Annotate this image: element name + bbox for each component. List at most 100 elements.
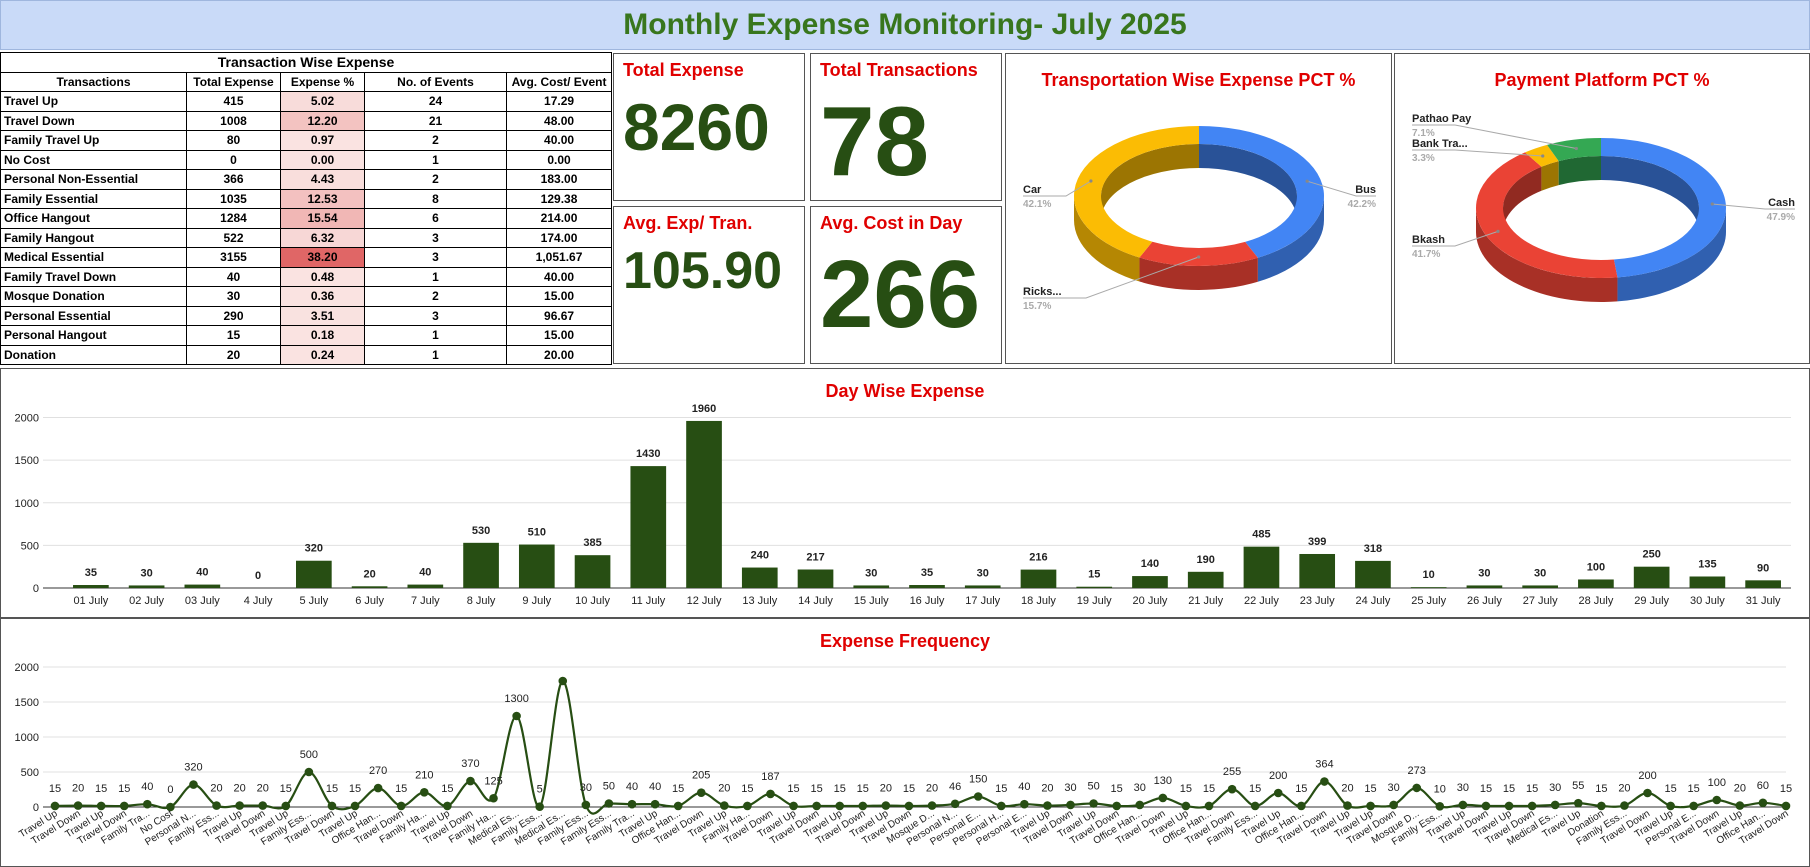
bar-7-july — [407, 584, 444, 588]
donut-value-bus: 42.2% — [1348, 199, 1376, 210]
bar-data-label: 320 — [305, 543, 323, 555]
bar-data-label: 385 — [583, 537, 601, 549]
bar-10-july — [574, 555, 611, 588]
donut-side-cash — [1617, 208, 1726, 302]
line-point-8 — [235, 801, 244, 810]
bar-data-label: 217 — [806, 552, 824, 564]
table-row: Office Hangout 1284 15.54 6 214.00 — [0, 208, 613, 229]
line-point-48 — [1158, 793, 1168, 803]
line-data-label: 15 — [672, 783, 684, 795]
bar-x-tick-label: 17 July — [965, 595, 1000, 607]
line-data-label: 60 — [1757, 780, 1769, 792]
bar-x-tick-label: 10 July — [575, 595, 610, 607]
bar-5-july — [296, 560, 332, 588]
line-point-35 — [858, 801, 868, 811]
total-transactions-label: Total Transactions — [820, 60, 978, 80]
cell-events: 2 — [364, 286, 507, 307]
header-events: No. of Events — [364, 71, 507, 92]
line-data-label: 187 — [761, 771, 779, 783]
bar-data-label: 20 — [363, 568, 375, 580]
day-wise-chart-title: Day Wise Expense — [825, 381, 985, 401]
bar-data-label: 40 — [196, 567, 208, 579]
cell-transaction: Mosque Donation — [0, 286, 187, 307]
bar-x-tick-label: 20 July — [1133, 595, 1168, 607]
payment-donut-chart: Cash 47.9% Bkash 41.7% Bank Tra... 3.3% Pathao… — [1412, 113, 1795, 302]
bar-19-july — [1076, 586, 1113, 588]
line-point-55 — [1320, 777, 1329, 786]
bar-y-tick-label: 0 — [33, 583, 39, 595]
line-point-6 — [189, 780, 198, 789]
day-wise-chart-panel: Day Wise Expense 0 500 1000 1500 2000 35 01 Ju… — [0, 368, 1810, 618]
table-row: Family Travel Down 40 0.48 1 40.00 — [0, 266, 613, 287]
line-data-label: 40 — [141, 781, 153, 793]
line-point-11 — [304, 767, 314, 777]
total-expense-value: 8260 — [623, 90, 770, 164]
line-y-tick-label: 1500 — [15, 697, 39, 709]
cell-expense-pct: 6.32 — [280, 227, 365, 248]
cell-total-expense: 40 — [186, 266, 281, 287]
cell-avg-cost: 15.00 — [505, 325, 613, 346]
cell-avg-cost: 17.29 — [505, 91, 613, 112]
cell-total-expense: 1035 — [186, 188, 281, 209]
line-point-34 — [835, 801, 845, 811]
line-point-29 — [720, 801, 729, 810]
cell-events: 1 — [364, 344, 507, 365]
donut-leader-dot — [1089, 179, 1093, 183]
table-row: Family Hangout 522 6.32 3 174.00 — [0, 227, 613, 248]
donut-label-cash: Cash — [1768, 197, 1795, 209]
line-point-58 — [1389, 800, 1398, 810]
donut-inner-bank-transfer — [1541, 161, 1559, 191]
line-point-57 — [1366, 801, 1375, 811]
bar-x-tick-label: 03 July — [185, 595, 220, 607]
line-point-38 — [927, 801, 937, 810]
line-point-73 — [1735, 801, 1745, 810]
line-point-49 — [1181, 801, 1191, 811]
page-title: Monthly Expense Monitoring- July 2025 — [623, 8, 1187, 41]
line-point-66 — [1573, 798, 1583, 808]
line-data-label: 0 — [167, 784, 173, 796]
cell-events: 2 — [364, 130, 507, 151]
frequency-chart-title: Expense Frequency — [819, 631, 991, 651]
cell-avg-cost: 20.00 — [505, 344, 613, 365]
cell-expense-pct: 12.53 — [280, 188, 365, 209]
line-point-24 — [604, 799, 614, 808]
donut-slice-bus — [1199, 126, 1324, 258]
cell-expense-pct: 15.54 — [280, 208, 365, 229]
cell-total-expense: 20 — [186, 344, 281, 365]
donut-value-rickshaw: 15.7% — [1023, 301, 1051, 312]
cell-events: 1 — [364, 325, 507, 346]
line-point-50 — [1204, 801, 1214, 811]
header-transactions: Transactions — [0, 71, 187, 92]
line-point-40 — [973, 792, 983, 801]
line-data-label: 500 — [300, 749, 318, 761]
bar-01-july — [73, 585, 109, 588]
line-data-label: 20 — [234, 783, 246, 795]
table-row: Family Travel Up 80 0.97 2 40.00 — [0, 130, 613, 151]
cell-total-expense: 1284 — [186, 208, 281, 229]
bar-12-july — [686, 420, 722, 588]
donut-slice-pathao-pay — [1547, 138, 1601, 162]
bar-x-tick-label: 30 July — [1690, 595, 1725, 607]
cell-avg-cost: 0.00 — [505, 149, 613, 170]
line-data-label: 30 — [1064, 782, 1076, 794]
header-expense-pct: Expense % — [280, 71, 365, 92]
line-point-53 — [1273, 788, 1283, 798]
donut-inner-car — [1101, 144, 1199, 220]
line-point-26 — [650, 799, 660, 809]
header-avg-cost: Avg. Cost/ Event — [505, 71, 613, 92]
line-data-label: 15 — [1180, 783, 1192, 795]
bar-21-july — [1187, 571, 1224, 588]
cell-avg-cost: 96.67 — [505, 305, 613, 326]
line-data-label: 15 — [857, 783, 869, 795]
line-data-label: 15 — [1595, 783, 1607, 795]
line-point-37 — [904, 801, 914, 811]
cell-events: 2 — [364, 169, 507, 190]
cell-transaction: Personal Non-Essential — [0, 169, 187, 190]
line-point-71 — [1689, 801, 1698, 811]
line-data-label: 30 — [1134, 782, 1146, 794]
cell-events: 3 — [364, 247, 507, 268]
bar-x-tick-label: 11 July — [631, 595, 666, 607]
line-point-1 — [73, 801, 83, 810]
bar-data-label: 30 — [1478, 567, 1490, 579]
